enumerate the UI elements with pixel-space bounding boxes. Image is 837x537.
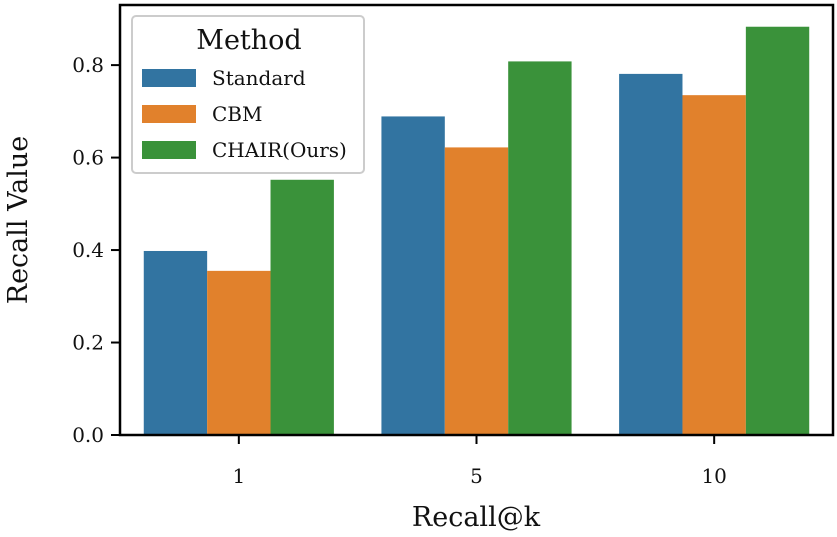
bar-chair-ours-k10 [745,26,810,436]
y-tick-label: 0.2 [72,331,104,355]
bar-chair-ours-k1 [270,179,334,435]
y-axis-label: Recall Value [3,136,34,305]
legend-swatch [142,69,196,87]
legend-box [131,15,365,174]
x-tick-label: 10 [701,464,726,488]
legend-label: Standard [212,66,306,90]
bar-chair-ours-k5 [508,61,572,436]
legend-swatch [142,105,196,123]
x-tick-label: 5 [470,464,483,488]
legend-label: CHAIR(Ours) [212,138,347,162]
y-tick-label: 0.8 [72,53,104,77]
bar-cbm-k10 [682,95,746,436]
y-tick-label: 0.6 [72,146,104,170]
legend: Method Standard CBM CHAIR(Ours) [131,15,365,174]
legend-label: CBM [212,102,262,126]
legend-entries: Standard CBM CHAIR(Ours) [142,66,347,162]
x-axis-label: Recall@k [412,502,541,533]
bars-layer [143,26,810,436]
x-tick-label: 1 [232,464,245,488]
bar-standard-k10 [619,73,683,436]
bar-cbm-k1 [207,270,271,435]
legend-title: Method [196,25,301,56]
y-tick-label: 0.4 [72,238,104,262]
y-tick-label: 0.0 [72,423,104,447]
y-axis: 0.0 0.2 0.4 0.6 0.8 [72,53,120,447]
legend-swatch [142,141,196,159]
x-axis: 1 5 10 [232,435,727,488]
bar-cbm-k5 [444,147,509,435]
bar-standard-k5 [381,116,445,435]
bar-standard-k1 [143,250,208,435]
